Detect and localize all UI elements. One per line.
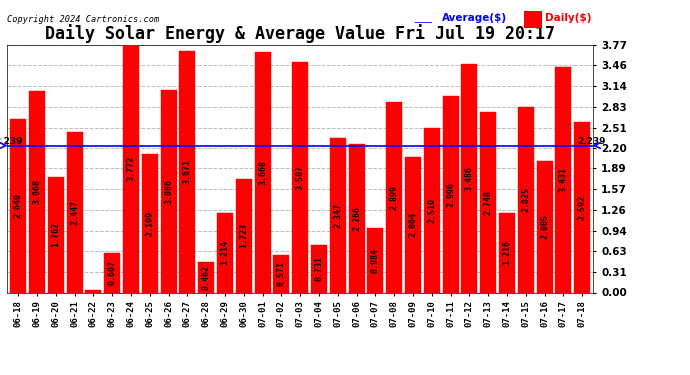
Text: 0.607: 0.607	[108, 260, 117, 285]
Text: 1.214: 1.214	[221, 240, 230, 265]
Text: 2.899: 2.899	[390, 185, 399, 210]
Text: 0.731: 0.731	[315, 256, 324, 281]
Bar	[518, 107, 534, 292]
Text: 2.347: 2.347	[333, 203, 342, 228]
Bar	[179, 51, 195, 292]
Bar	[499, 213, 515, 292]
Bar	[48, 177, 63, 292]
Text: 1.762: 1.762	[51, 222, 60, 247]
Bar	[537, 161, 553, 292]
Bar	[273, 255, 289, 292]
Text: 0.984: 0.984	[371, 248, 380, 273]
Title: Daily Solar Energy & Average Value Fri Jul 19 20:17: Daily Solar Energy & Average Value Fri J…	[45, 24, 555, 44]
Bar	[348, 144, 364, 292]
Text: 2.640: 2.640	[14, 194, 23, 218]
Text: 3.086: 3.086	[164, 179, 173, 204]
Bar	[462, 64, 477, 292]
Text: 2.996: 2.996	[446, 182, 455, 207]
Bar	[442, 96, 459, 292]
Text: 2.447: 2.447	[70, 200, 79, 225]
Bar	[10, 119, 26, 292]
Text: 2.825: 2.825	[521, 187, 530, 212]
Text: 3.486: 3.486	[465, 166, 474, 190]
Text: 1.216: 1.216	[502, 240, 511, 265]
Text: 3.068: 3.068	[32, 179, 41, 204]
Bar	[255, 52, 270, 292]
Bar	[311, 244, 327, 292]
Bar	[386, 102, 402, 292]
Text: Copyright 2024 Cartronics.com: Copyright 2024 Cartronics.com	[7, 15, 159, 24]
Text: 2.005: 2.005	[540, 214, 549, 239]
Bar	[161, 90, 177, 292]
Text: 2.064: 2.064	[408, 212, 417, 237]
Bar	[123, 45, 139, 292]
Text: ——: ——	[414, 17, 433, 27]
Bar	[141, 154, 158, 292]
Text: 3.668: 3.668	[258, 160, 267, 184]
Bar	[405, 157, 421, 292]
Text: 3.772: 3.772	[126, 156, 135, 181]
Text: 0.462: 0.462	[201, 265, 210, 290]
Bar	[574, 122, 590, 292]
Bar	[104, 253, 120, 292]
Bar	[236, 179, 252, 292]
Bar	[198, 262, 214, 292]
Bar	[66, 132, 83, 292]
Text: 2.592: 2.592	[578, 195, 586, 220]
Text: 2.510: 2.510	[427, 198, 436, 223]
Bar	[217, 213, 233, 292]
Text: 2.266: 2.266	[352, 206, 361, 231]
Text: 3.671: 3.671	[183, 159, 192, 184]
Text: Average($): Average($)	[442, 13, 506, 23]
Text: 3.431: 3.431	[559, 167, 568, 192]
Text: 2.748: 2.748	[484, 190, 493, 215]
Bar	[330, 138, 346, 292]
Text: 1.723: 1.723	[239, 224, 248, 249]
Text: 2.109: 2.109	[146, 211, 155, 236]
Bar	[424, 128, 440, 292]
Bar	[480, 112, 496, 292]
Text: Daily($): Daily($)	[545, 13, 591, 23]
Bar	[367, 228, 384, 292]
Bar	[29, 91, 45, 292]
Text: 3.507: 3.507	[295, 165, 305, 190]
Bar	[292, 62, 308, 292]
Text: 0.571: 0.571	[277, 261, 286, 286]
Bar	[555, 67, 571, 292]
Text: 2.239: 2.239	[578, 136, 606, 146]
Bar	[86, 290, 101, 292]
Text: 2.239: 2.239	[0, 136, 23, 146]
